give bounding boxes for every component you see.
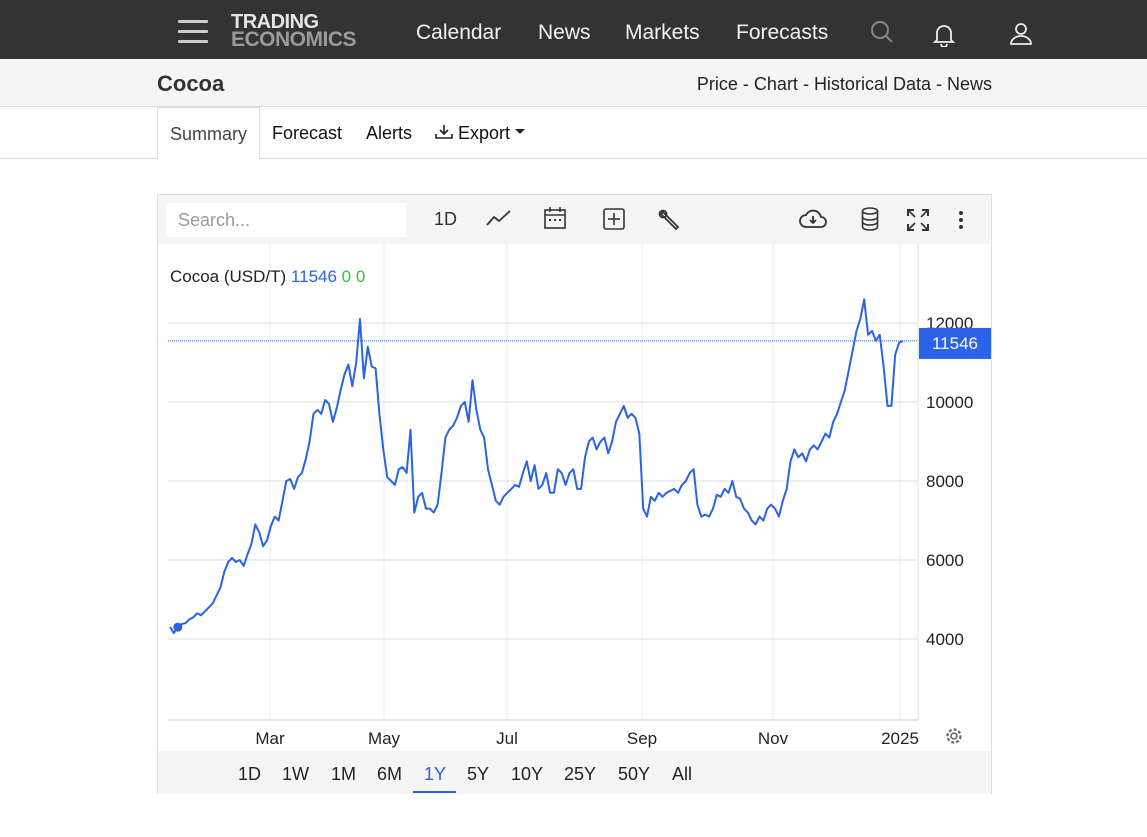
- nav-markets[interactable]: Markets: [625, 21, 700, 44]
- fullscreen-icon[interactable]: [906, 208, 930, 237]
- tab-bar: Summary Forecast Alerts Export: [0, 107, 1147, 160]
- page-title: Cocoa: [157, 71, 225, 96]
- x-tick-label: 2025: [881, 729, 919, 748]
- menu-icon[interactable]: [178, 20, 208, 44]
- range-1m[interactable]: 1M: [331, 764, 357, 784]
- start-point-marker: [173, 622, 183, 632]
- range-50y[interactable]: 50Y: [618, 764, 651, 784]
- link-price[interactable]: Price: [696, 74, 738, 94]
- add-indicator-icon[interactable]: [603, 208, 625, 235]
- link-chart[interactable]: Chart: [753, 74, 798, 94]
- settings-gear-icon[interactable]: [946, 728, 962, 744]
- x-tick-label: Sep: [627, 729, 657, 748]
- legend-change: 0 0: [341, 267, 366, 286]
- chart-widget: 1D 4000600080001000012000MarMayJulSepNov…: [157, 194, 992, 794]
- range-all[interactable]: All: [672, 764, 693, 784]
- separator: -: [737, 74, 754, 94]
- x-tick-label: May: [368, 729, 401, 748]
- x-tick-label: Nov: [758, 729, 789, 748]
- legend-series-name: Cocoa (USD/T): [170, 267, 287, 286]
- chart-legend: Cocoa (USD/T) 11546 0 0: [170, 267, 365, 287]
- range-10y[interactable]: 10Y: [511, 764, 544, 784]
- tab-alerts[interactable]: Alerts: [366, 123, 413, 143]
- range-5y[interactable]: 5Y: [467, 764, 490, 784]
- more-options-icon[interactable]: [958, 210, 964, 235]
- nav-calendar[interactable]: Calendar: [416, 21, 502, 44]
- active-range-underline: [413, 791, 456, 793]
- y-tick-label: 6000: [926, 551, 964, 570]
- y-tick-label: 10000: [926, 393, 973, 412]
- range-1w[interactable]: 1W: [282, 764, 309, 784]
- logo-line-1: TRADING: [231, 11, 319, 33]
- price-series-line[interactable]: [169, 298, 904, 635]
- export-label: Export: [458, 123, 511, 143]
- chart-search-input[interactable]: [166, 203, 406, 237]
- range-selector: 1D 1W 1M 6M 1Y 5Y 10Y 25Y 50Y All: [158, 751, 991, 794]
- database-icon[interactable]: [861, 207, 879, 236]
- range-1d[interactable]: 1D: [238, 764, 262, 784]
- range-1y[interactable]: 1Y: [424, 764, 447, 784]
- search-icon[interactable]: [870, 20, 894, 49]
- nav-news[interactable]: News: [538, 21, 591, 44]
- breadcrumb-links: Price - Chart - Historical Data - News: [697, 74, 992, 95]
- calendar-icon[interactable]: [544, 206, 566, 235]
- sub-header: Cocoa Price - Chart - Historical Data - …: [0, 59, 1147, 107]
- tab-summary[interactable]: Summary: [157, 107, 261, 160]
- legend-value: 11546: [290, 267, 337, 286]
- link-news[interactable]: News: [946, 74, 992, 94]
- interval-button[interactable]: 1D: [434, 209, 458, 229]
- last-value-label: 11546: [932, 334, 978, 353]
- cloud-download-icon[interactable]: [799, 209, 827, 234]
- logo-line-2: ECONOMICS: [231, 28, 357, 51]
- nav-forecasts[interactable]: Forecasts: [736, 21, 829, 44]
- wrench-icon[interactable]: [658, 209, 680, 236]
- tab-forecast[interactable]: Forecast: [272, 123, 343, 143]
- chart-type-icon[interactable]: [486, 208, 512, 233]
- link-historical-data[interactable]: Historical Data: [813, 74, 931, 94]
- x-tick-label: Mar: [255, 729, 285, 748]
- user-icon[interactable]: [1010, 22, 1032, 51]
- range-6m[interactable]: 6M: [377, 764, 403, 784]
- separator: -: [797, 74, 814, 94]
- tab-export[interactable]: Export: [423, 107, 537, 159]
- chart-toolbar: 1D: [158, 195, 991, 244]
- chart-area[interactable]: 4000 6000 8000 10000 12000 Mar May Jul Sep Nov 202…: [158, 244, 991, 751]
- range-25y[interactable]: 25Y: [564, 764, 597, 784]
- bell-icon[interactable]: [932, 23, 956, 52]
- download-icon: [435, 125, 453, 139]
- y-tick-label: 8000: [926, 472, 964, 491]
- x-tick-label: Jul: [496, 729, 518, 748]
- logo[interactable]: TRADING ECONOMICS: [231, 11, 357, 51]
- separator: -: [930, 74, 947, 94]
- top-nav: TRADING ECONOMICS Calendar News Markets …: [0, 0, 1147, 59]
- last-value-badge: [919, 327, 991, 359]
- y-tick-label: 4000: [926, 630, 964, 649]
- caret-down-icon: [515, 129, 526, 134]
